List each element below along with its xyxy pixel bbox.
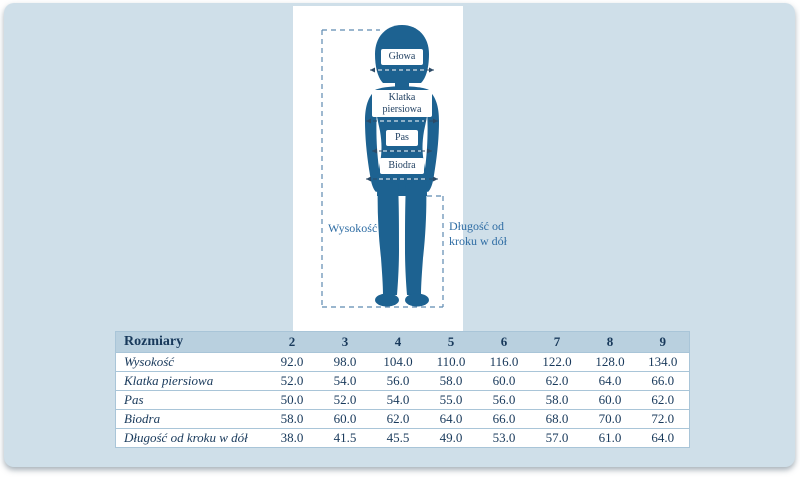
inseam-dashed-bracket bbox=[427, 195, 444, 307]
table-cell: 128.0 bbox=[583, 352, 637, 372]
table-row: Pas 50.0 52.0 54.0 55.0 56.0 58.0 60.0 6… bbox=[115, 390, 690, 410]
table-cell: 62.0 bbox=[530, 371, 584, 391]
table-cell: 116.0 bbox=[477, 352, 531, 372]
table-cell: 53.0 bbox=[477, 428, 531, 448]
table-header-row: Rozmiary 2 3 4 5 6 7 8 9 bbox=[115, 331, 690, 353]
size-column-header: 5 bbox=[424, 331, 478, 353]
table-cell: 98.0 bbox=[318, 352, 372, 372]
waist-label: Pas bbox=[386, 130, 418, 146]
size-column-header: 2 bbox=[265, 331, 319, 353]
table-cell: 64.0 bbox=[583, 371, 637, 391]
table-cell: 70.0 bbox=[583, 409, 637, 429]
table-cell: 64.0 bbox=[636, 428, 690, 448]
table-cell: 68.0 bbox=[530, 409, 584, 429]
size-column-header: 8 bbox=[583, 331, 637, 353]
size-column-header: 9 bbox=[636, 331, 690, 353]
size-column-header: 3 bbox=[318, 331, 372, 353]
table-cell: 45.5 bbox=[371, 428, 425, 448]
size-column-header: 7 bbox=[530, 331, 584, 353]
table-cell: 56.0 bbox=[477, 390, 531, 410]
table-row: Klatka piersiowa 52.0 54.0 56.0 58.0 60.… bbox=[115, 371, 690, 391]
table-cell: 64.0 bbox=[424, 409, 478, 429]
table-cell: 60.0 bbox=[477, 371, 531, 391]
table-cell: 66.0 bbox=[636, 371, 690, 391]
table-cell: 50.0 bbox=[265, 390, 319, 410]
table-cell: 56.0 bbox=[371, 371, 425, 391]
table-cell: 38.0 bbox=[265, 428, 319, 448]
table-cell: 54.0 bbox=[371, 390, 425, 410]
table-row: Biodra 58.0 60.0 62.0 64.0 66.0 68.0 70.… bbox=[115, 409, 690, 429]
table-cell: 66.0 bbox=[477, 409, 531, 429]
inseam-label: Długość od kroku w dół bbox=[449, 219, 507, 248]
height-dashed-bracket bbox=[321, 29, 443, 308]
table-cell: 49.0 bbox=[424, 428, 478, 448]
table-cell: 72.0 bbox=[636, 409, 690, 429]
head-label: Głowa bbox=[381, 49, 423, 65]
size-column-header: 4 bbox=[371, 331, 425, 353]
row-label: Pas bbox=[115, 390, 266, 410]
table-cell: 58.0 bbox=[530, 390, 584, 410]
table-cell: 54.0 bbox=[318, 371, 372, 391]
size-table: Rozmiary 2 3 4 5 6 7 8 9 Wysokość 92.0 9… bbox=[115, 331, 690, 448]
row-label: Wysokość bbox=[115, 352, 266, 372]
size-column-header: 6 bbox=[477, 331, 531, 353]
row-label: Długość od kroku w dół bbox=[115, 428, 266, 448]
table-cell: 60.0 bbox=[318, 409, 372, 429]
measurement-lines-on-body bbox=[378, 69, 426, 180]
table-title: Rozmiary bbox=[115, 331, 266, 353]
table-cell: 52.0 bbox=[318, 390, 372, 410]
table-cell: 104.0 bbox=[371, 352, 425, 372]
table-cell: 61.0 bbox=[583, 428, 637, 448]
table-cell: 52.0 bbox=[265, 371, 319, 391]
height-label: Wysokość bbox=[328, 221, 378, 235]
table-cell: 122.0 bbox=[530, 352, 584, 372]
table-row: Długość od kroku w dół 38.0 41.5 45.5 49… bbox=[115, 428, 690, 448]
table-cell: 134.0 bbox=[636, 352, 690, 372]
table-cell: 110.0 bbox=[424, 352, 478, 372]
hips-label: Biodra bbox=[380, 158, 424, 174]
row-label: Klatka piersiowa bbox=[115, 371, 266, 391]
table-cell: 57.0 bbox=[530, 428, 584, 448]
table-cell: 62.0 bbox=[636, 390, 690, 410]
table-cell: 92.0 bbox=[265, 352, 319, 372]
table-cell: 62.0 bbox=[371, 409, 425, 429]
table-cell: 60.0 bbox=[583, 390, 637, 410]
table-cell: 58.0 bbox=[265, 409, 319, 429]
row-label: Biodra bbox=[115, 409, 266, 429]
table-cell: 55.0 bbox=[424, 390, 478, 410]
table-cell: 58.0 bbox=[424, 371, 478, 391]
chest-label: Klatka piersiowa bbox=[372, 90, 432, 117]
table-row: Wysokość 92.0 98.0 104.0 110.0 116.0 122… bbox=[115, 352, 690, 372]
table-cell: 41.5 bbox=[318, 428, 372, 448]
